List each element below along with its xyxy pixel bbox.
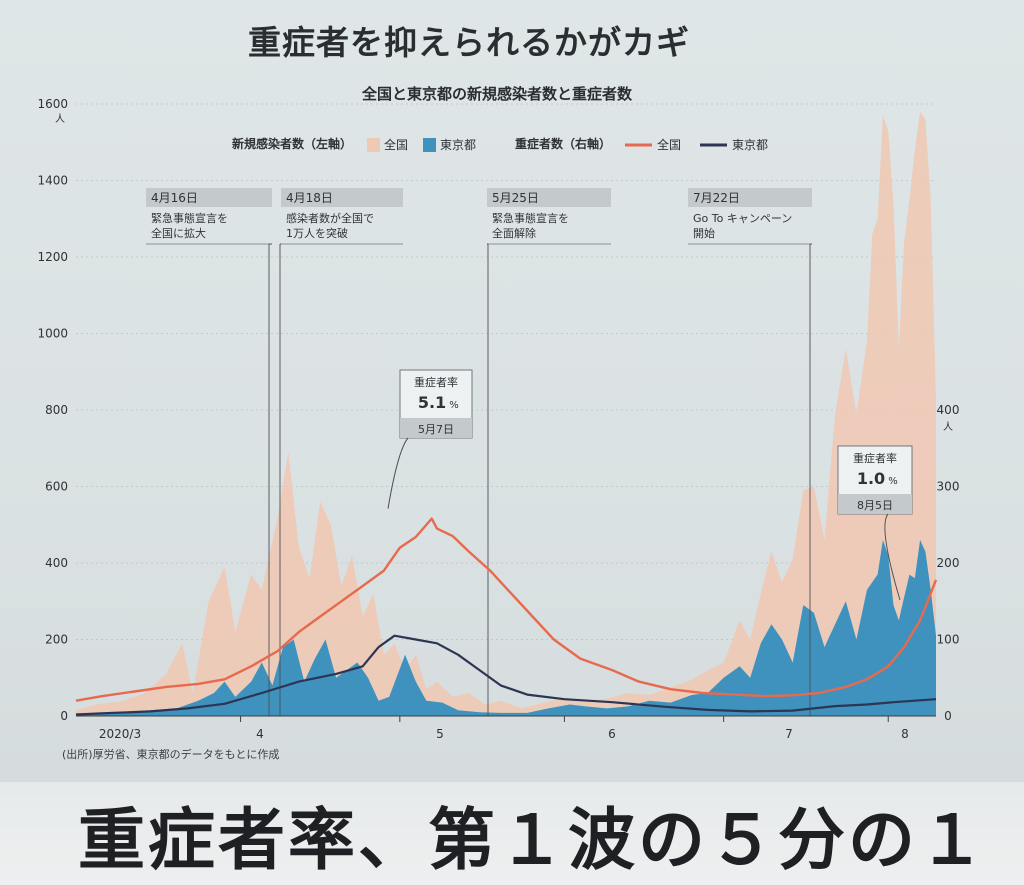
y-left-tick-label: 600 (45, 480, 68, 494)
callout-label: 重症者率 (853, 451, 897, 465)
event-date-label: 5月25日 (492, 191, 539, 205)
x-tick-label: 6 (608, 727, 616, 741)
y-left-tick-label: 0 (60, 709, 68, 723)
legend-swatch-national-cases (367, 138, 380, 152)
x-tick-label: 8 (901, 727, 909, 741)
source-note: (出所)厚労省、東京都のデータをもとに作成 (62, 746, 279, 762)
event-text-line: 緊急事態宣言を (151, 211, 228, 225)
y-left-tick-label: 1000 (37, 327, 68, 341)
callout-value: 1.0 (857, 469, 885, 488)
x-tick-label: 4 (256, 727, 264, 741)
severity-callout-1: 重症者率 5.1 % 5月7日 (388, 370, 472, 509)
y-left-tick-label: 200 (45, 633, 68, 647)
event-date-label: 7月22日 (693, 191, 740, 205)
event-text-line: 1万人を突破 (286, 226, 348, 240)
y-left-tick-label: 400 (45, 556, 68, 570)
callout-unit: % (449, 400, 459, 411)
y-right-tick-label: 300 (937, 480, 960, 494)
legend-national-cases: 全国 (384, 137, 408, 152)
legend-tokyo-cases: 東京都 (440, 138, 476, 152)
callout-date: 8月5日 (857, 499, 893, 512)
event-date-label: 4月18日 (286, 191, 333, 205)
event-text-line: 全国に拡大 (151, 226, 206, 240)
callout-label: 重症者率 (414, 375, 458, 389)
y-right-unit: 人 (943, 421, 953, 433)
callout-leader (388, 438, 408, 509)
y-left-tick-label: 1200 (37, 250, 68, 264)
y-right-tick-label: 200 (937, 556, 960, 570)
event-text-line: 全面解除 (492, 226, 536, 240)
y-left-tick-label: 1400 (37, 174, 68, 188)
legend-swatch-tokyo-cases (423, 138, 436, 152)
callout-date: 5月7日 (418, 423, 454, 436)
y-left-tick-label: 800 (45, 403, 68, 417)
y-left-tick-label: 1600 (37, 97, 68, 111)
chart-title: 全国と東京都の新規感染者数と重症者数 (361, 85, 633, 103)
event-text-line: 開始 (693, 226, 715, 240)
callout-unit: % (888, 476, 898, 487)
chart-legend: 新規感染者数（左軸） 全国 東京都 重症者数（右軸） 全国 東京都 (232, 136, 768, 152)
callout-value: 5.1 (418, 393, 446, 412)
y-right-tick-label: 400 (937, 403, 960, 417)
x-tick-label: 2020/3 (99, 727, 141, 741)
y-right-tick-label: 0 (944, 709, 952, 723)
article-headline: 重症者率、第１波の５分の１ (78, 786, 988, 883)
legend-tokyo-severe: 東京都 (732, 138, 768, 152)
x-tick-label: 7 (785, 727, 793, 741)
legend-national-severe: 全国 (657, 137, 681, 152)
event-text-line: 緊急事態宣言を (492, 211, 569, 225)
x-tick-label: 5 (436, 727, 444, 741)
y-right-tick-label: 100 (937, 633, 960, 647)
event-text-line: Go To キャンペーン (693, 212, 792, 225)
legend-right-group: 重症者数（右軸） (515, 136, 611, 151)
legend-left-group: 新規感染者数（左軸） (232, 136, 352, 151)
event-date-label: 4月16日 (151, 191, 198, 205)
y-left-unit: 人 (55, 113, 65, 125)
event-text-line: 感染者数が全国で (286, 211, 374, 225)
